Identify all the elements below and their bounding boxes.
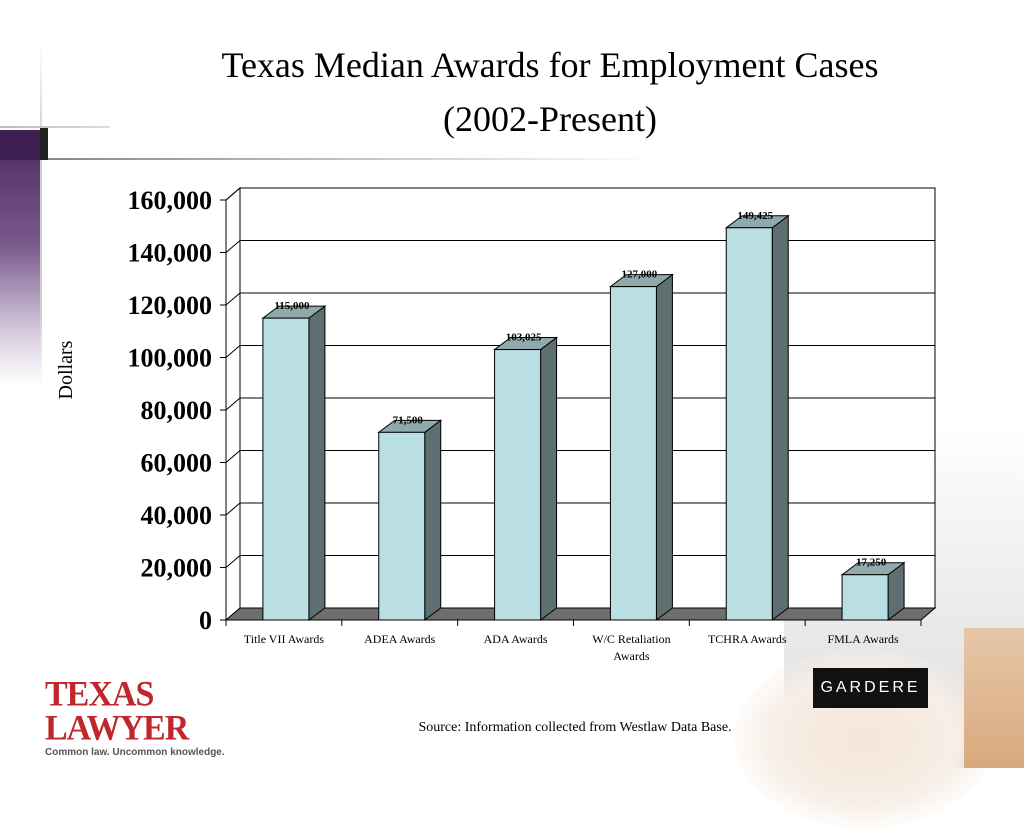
data-label: 115,000 — [274, 300, 310, 312]
gardere-logo: GARDERE — [813, 668, 928, 708]
bar — [494, 349, 542, 621]
bar — [841, 574, 889, 621]
left-band-top — [0, 130, 40, 160]
bar-side — [424, 419, 442, 621]
data-label: 149,425 — [737, 210, 773, 222]
y-tick-label: 100,000 — [128, 344, 213, 373]
x-tick-label: Title VII Awards — [244, 632, 325, 646]
x-tick-label: ADA Awards — [484, 632, 548, 646]
gridline — [225, 292, 935, 306]
gridline — [225, 555, 935, 568]
x-tick-label: W/C Retaliation — [592, 632, 670, 646]
chart-floor — [224, 607, 937, 621]
left-gradient-band — [0, 130, 40, 385]
bar-side — [655, 273, 673, 621]
bar — [609, 286, 657, 621]
source-note: Source: Information collected from Westl… — [418, 720, 732, 735]
gridline — [225, 502, 935, 516]
vertical-accent-line — [40, 40, 42, 385]
texas-lawyer-logo-tagline: Common law. Uncommon knowledge. — [45, 747, 225, 758]
gridline — [225, 450, 935, 463]
bar-side — [540, 336, 558, 621]
right-corner-accent — [964, 628, 1024, 768]
y-tick-label: 40,000 — [141, 501, 213, 530]
bar — [725, 227, 773, 621]
bar — [262, 317, 310, 621]
data-label: 71,500 — [393, 414, 424, 426]
horizontal-accent-line-long — [48, 158, 656, 160]
bar-side — [308, 305, 326, 621]
gridline — [225, 187, 935, 201]
bar — [378, 431, 426, 621]
x-tick-label: Awards — [613, 649, 650, 663]
y-tick-label: 60,000 — [141, 449, 213, 478]
slide-title: Texas Median Awards for Employment Cases… — [150, 38, 950, 146]
y-tick-label: 80,000 — [141, 396, 213, 425]
x-tick-label: TCHRA Awards — [708, 632, 787, 646]
y-tick-label: 120,000 — [128, 291, 213, 320]
horizontal-accent-line-short — [0, 126, 110, 128]
gridline — [225, 240, 935, 253]
y-tick-label: 140,000 — [128, 239, 213, 268]
title-line-2: (2002-Present) — [443, 99, 657, 139]
gridline — [225, 345, 935, 358]
texas-lawyer-logo: TEXAS LAWYER Common law. Uncommon knowle… — [45, 677, 225, 758]
data-label: 103,025 — [506, 332, 542, 344]
title-line-1: Texas Median Awards for Employment Cases — [221, 45, 879, 85]
dark-accent-block — [40, 128, 48, 160]
y-tick-label: 20,000 — [141, 554, 213, 583]
x-tick-label: FMLA Awards — [827, 632, 899, 646]
gridline — [225, 397, 935, 411]
y-tick-label: 160,000 — [128, 186, 213, 215]
y-tick-label: 0 — [199, 606, 212, 635]
texas-lawyer-logo-name: TEXAS LAWYER — [45, 675, 189, 748]
data-label: 17,250 — [856, 557, 887, 569]
x-tick-label: ADEA Awards — [364, 632, 436, 646]
y-axis-title: Dollars — [55, 340, 77, 399]
bar-chart: 0 20,000 40,000 60,000 80,000 100,000 120,000 1… — [55, 186, 937, 663]
bar-side — [771, 214, 789, 621]
data-label: 127,000 — [622, 269, 658, 281]
